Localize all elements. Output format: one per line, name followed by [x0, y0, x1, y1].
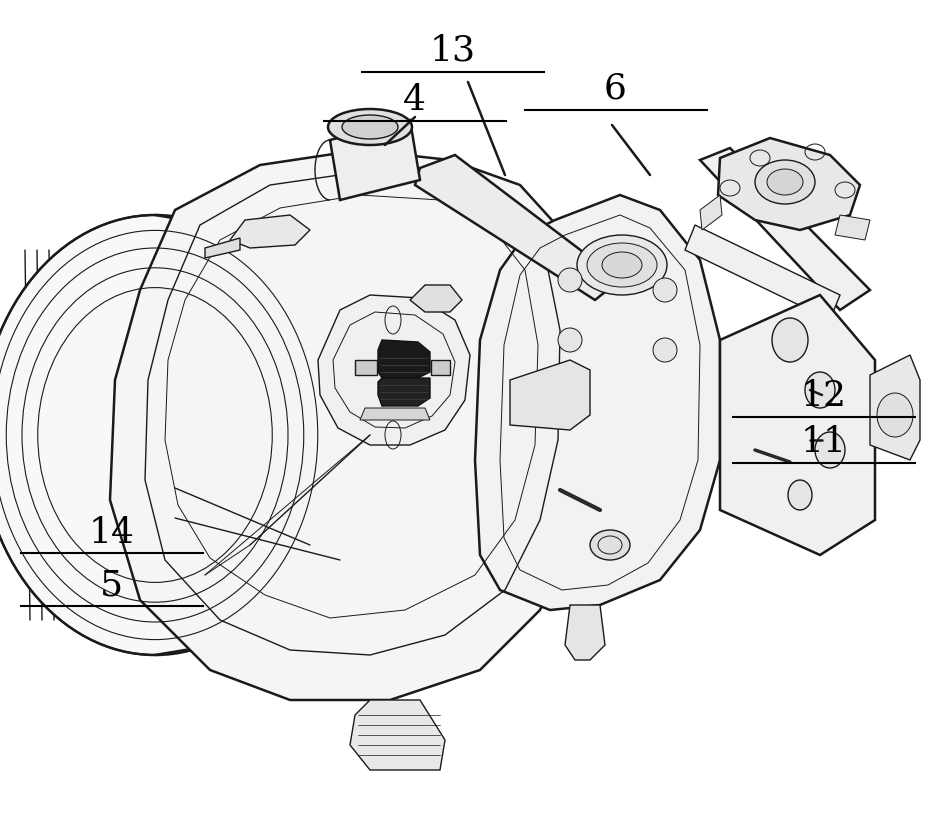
Polygon shape [700, 195, 722, 230]
Polygon shape [685, 225, 840, 320]
Polygon shape [870, 355, 920, 460]
Polygon shape [378, 340, 430, 378]
Polygon shape [720, 295, 875, 555]
Ellipse shape [577, 235, 667, 295]
Polygon shape [835, 215, 870, 240]
Polygon shape [718, 138, 860, 230]
Polygon shape [330, 120, 420, 200]
Ellipse shape [602, 252, 642, 278]
Polygon shape [205, 238, 240, 258]
Ellipse shape [342, 115, 398, 139]
Text: 4: 4 [403, 83, 426, 118]
Polygon shape [360, 408, 430, 420]
Polygon shape [700, 148, 870, 310]
Ellipse shape [653, 338, 677, 362]
Polygon shape [110, 150, 590, 700]
Polygon shape [355, 360, 377, 375]
Ellipse shape [558, 268, 582, 292]
Polygon shape [350, 700, 445, 770]
Text: 12: 12 [801, 379, 847, 413]
Polygon shape [565, 605, 605, 660]
Ellipse shape [767, 169, 803, 195]
Ellipse shape [805, 372, 835, 408]
Ellipse shape [558, 328, 582, 352]
Polygon shape [431, 360, 450, 375]
Ellipse shape [755, 160, 815, 204]
Ellipse shape [788, 480, 812, 510]
Polygon shape [510, 360, 590, 430]
Polygon shape [410, 285, 462, 312]
Ellipse shape [587, 243, 657, 287]
Text: 13: 13 [430, 34, 475, 68]
Ellipse shape [653, 278, 677, 302]
Text: 11: 11 [801, 425, 847, 459]
Ellipse shape [772, 318, 808, 362]
Ellipse shape [590, 530, 630, 560]
Polygon shape [415, 155, 620, 300]
Text: 6: 6 [604, 72, 627, 106]
Polygon shape [378, 378, 430, 406]
Ellipse shape [877, 393, 913, 437]
Ellipse shape [0, 215, 330, 655]
Text: 5: 5 [100, 568, 123, 603]
Text: 14: 14 [89, 515, 134, 550]
Polygon shape [475, 195, 720, 610]
Ellipse shape [328, 109, 412, 145]
Ellipse shape [815, 432, 845, 468]
Polygon shape [318, 295, 470, 445]
Polygon shape [230, 215, 310, 248]
